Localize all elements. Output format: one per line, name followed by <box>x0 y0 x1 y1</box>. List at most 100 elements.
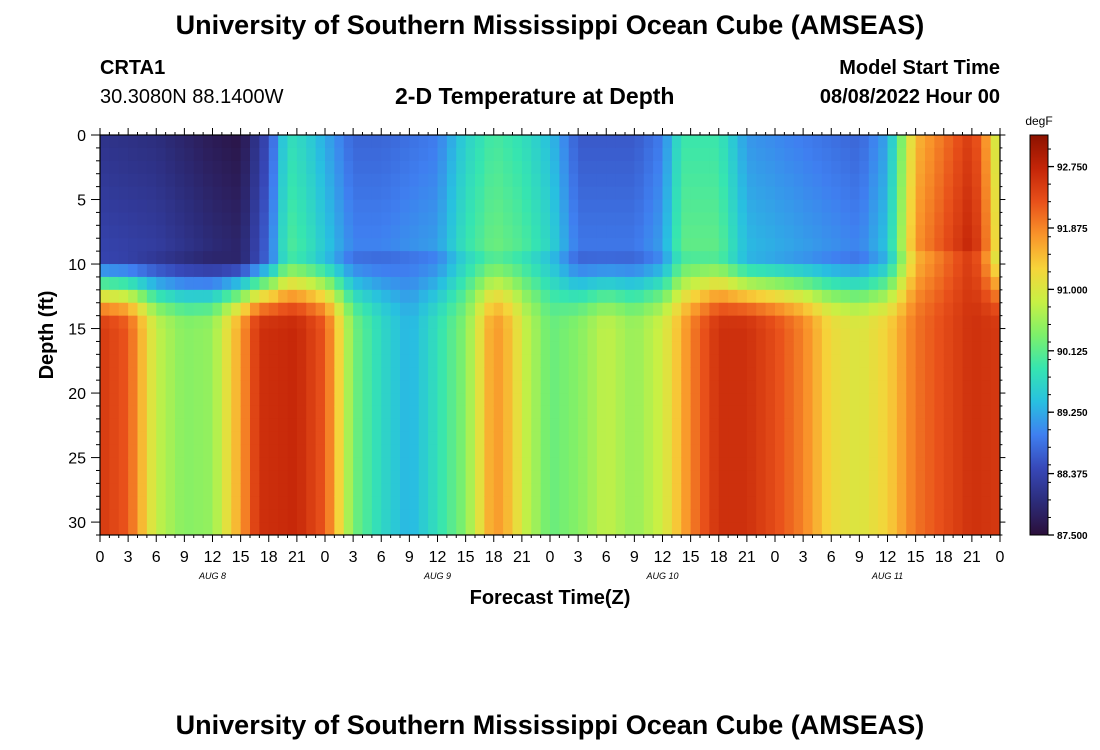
heatmap-cell <box>981 496 992 510</box>
heatmap-cell <box>296 354 307 368</box>
heatmap-cell <box>550 380 560 394</box>
heatmap-cell <box>503 160 514 175</box>
heatmap-cell <box>615 225 626 239</box>
heatmap-cell <box>212 173 223 188</box>
heatmap-cell <box>906 238 917 252</box>
heatmap-cell <box>550 302 560 317</box>
heatmap-cell <box>850 457 860 472</box>
heatmap-cell <box>390 328 401 343</box>
heatmap-cell <box>428 212 439 226</box>
heatmap-cell <box>259 302 270 317</box>
heatmap-cell <box>184 457 195 472</box>
heatmap-cell <box>259 431 270 446</box>
heatmap-cell <box>503 135 514 149</box>
heatmap-cell <box>812 367 823 381</box>
heatmap-cell <box>231 496 242 510</box>
heatmap-cell <box>934 470 945 484</box>
heatmap-cell <box>896 199 907 214</box>
heatmap-cell <box>981 199 992 214</box>
heatmap-cell <box>465 470 476 484</box>
heatmap-cell <box>268 147 279 162</box>
heatmap-cell <box>362 276 373 291</box>
heatmap-cell <box>231 354 242 368</box>
heatmap-cell <box>728 302 739 317</box>
heatmap-cell <box>643 225 654 239</box>
heatmap-cell <box>821 483 832 497</box>
heatmap-cell <box>643 212 654 226</box>
heatmap-cell <box>859 328 870 343</box>
heatmap-cell <box>287 289 298 304</box>
heatmap-cell <box>962 483 973 497</box>
heatmap-cell <box>718 302 729 317</box>
heatmap-cell <box>231 328 242 343</box>
heatmap-cell <box>615 289 626 304</box>
heatmap-cell <box>446 225 457 239</box>
heatmap-cell <box>475 405 485 420</box>
heatmap-cell <box>671 264 682 278</box>
heatmap-cell <box>362 380 373 394</box>
heatmap-cell <box>915 496 926 510</box>
heatmap-cell <box>756 341 767 355</box>
heatmap-cell <box>184 431 195 446</box>
heatmap-cell <box>578 431 589 446</box>
heatmap-cell <box>896 470 907 484</box>
heatmap-cell <box>428 496 439 510</box>
heatmap-cell <box>146 444 157 459</box>
heatmap-cell <box>625 405 635 420</box>
heatmap-cell <box>831 199 842 214</box>
heatmap-cell <box>371 328 382 343</box>
heatmap-cell <box>156 470 167 484</box>
heatmap-cell <box>587 418 598 433</box>
heatmap-cell <box>568 212 579 226</box>
heatmap-cell <box>690 418 701 433</box>
heatmap-cell <box>896 135 907 149</box>
heatmap-cell <box>990 380 1000 394</box>
heatmap-cell <box>962 496 973 510</box>
heatmap-cell <box>325 302 335 317</box>
heatmap-cell <box>465 199 476 214</box>
heatmap-cell <box>409 380 420 394</box>
heatmap-cell <box>578 483 589 497</box>
heatmap-cell <box>390 289 401 304</box>
heatmap-cell <box>231 393 242 407</box>
heatmap-cell <box>250 251 260 265</box>
heatmap-cell <box>465 405 476 420</box>
heatmap-cell <box>390 212 401 226</box>
heatmap-cell <box>559 276 570 291</box>
heatmap-cell <box>156 264 167 278</box>
heatmap-cell <box>690 380 701 394</box>
heatmap-cell <box>587 380 598 394</box>
heatmap-cell <box>793 354 804 368</box>
heatmap-cell <box>503 328 514 343</box>
heatmap-cell <box>643 251 654 265</box>
heatmap-cell <box>221 509 232 523</box>
heatmap-cell <box>568 135 579 149</box>
heatmap-cell <box>896 251 907 265</box>
heatmap-cell <box>325 186 335 201</box>
heatmap-cell <box>371 212 382 226</box>
heatmap-cell <box>915 238 926 252</box>
heatmap-cell <box>531 470 542 484</box>
heatmap-cell <box>493 457 504 472</box>
heatmap-cell <box>606 199 617 214</box>
heatmap-cell <box>400 328 410 343</box>
heatmap-cell <box>971 341 982 355</box>
heatmap-cell <box>746 341 757 355</box>
heatmap-cell <box>362 225 373 239</box>
heatmap-cell <box>821 328 832 343</box>
heatmap-cell <box>137 405 148 420</box>
heatmap-cell <box>915 225 926 239</box>
heatmap-cell <box>540 483 551 497</box>
heatmap-cell <box>118 509 129 523</box>
heatmap-cell <box>868 135 879 149</box>
heatmap-cell <box>840 367 851 381</box>
heatmap-cell <box>465 457 476 472</box>
heatmap-cell <box>906 431 917 446</box>
heatmap-cell <box>381 212 392 226</box>
heatmap-cell <box>596 380 607 394</box>
heatmap-cell <box>259 225 270 239</box>
heatmap-cell <box>671 328 682 343</box>
heatmap-cell <box>175 302 185 317</box>
heatmap-cell <box>493 393 504 407</box>
heatmap-cell <box>812 289 823 304</box>
